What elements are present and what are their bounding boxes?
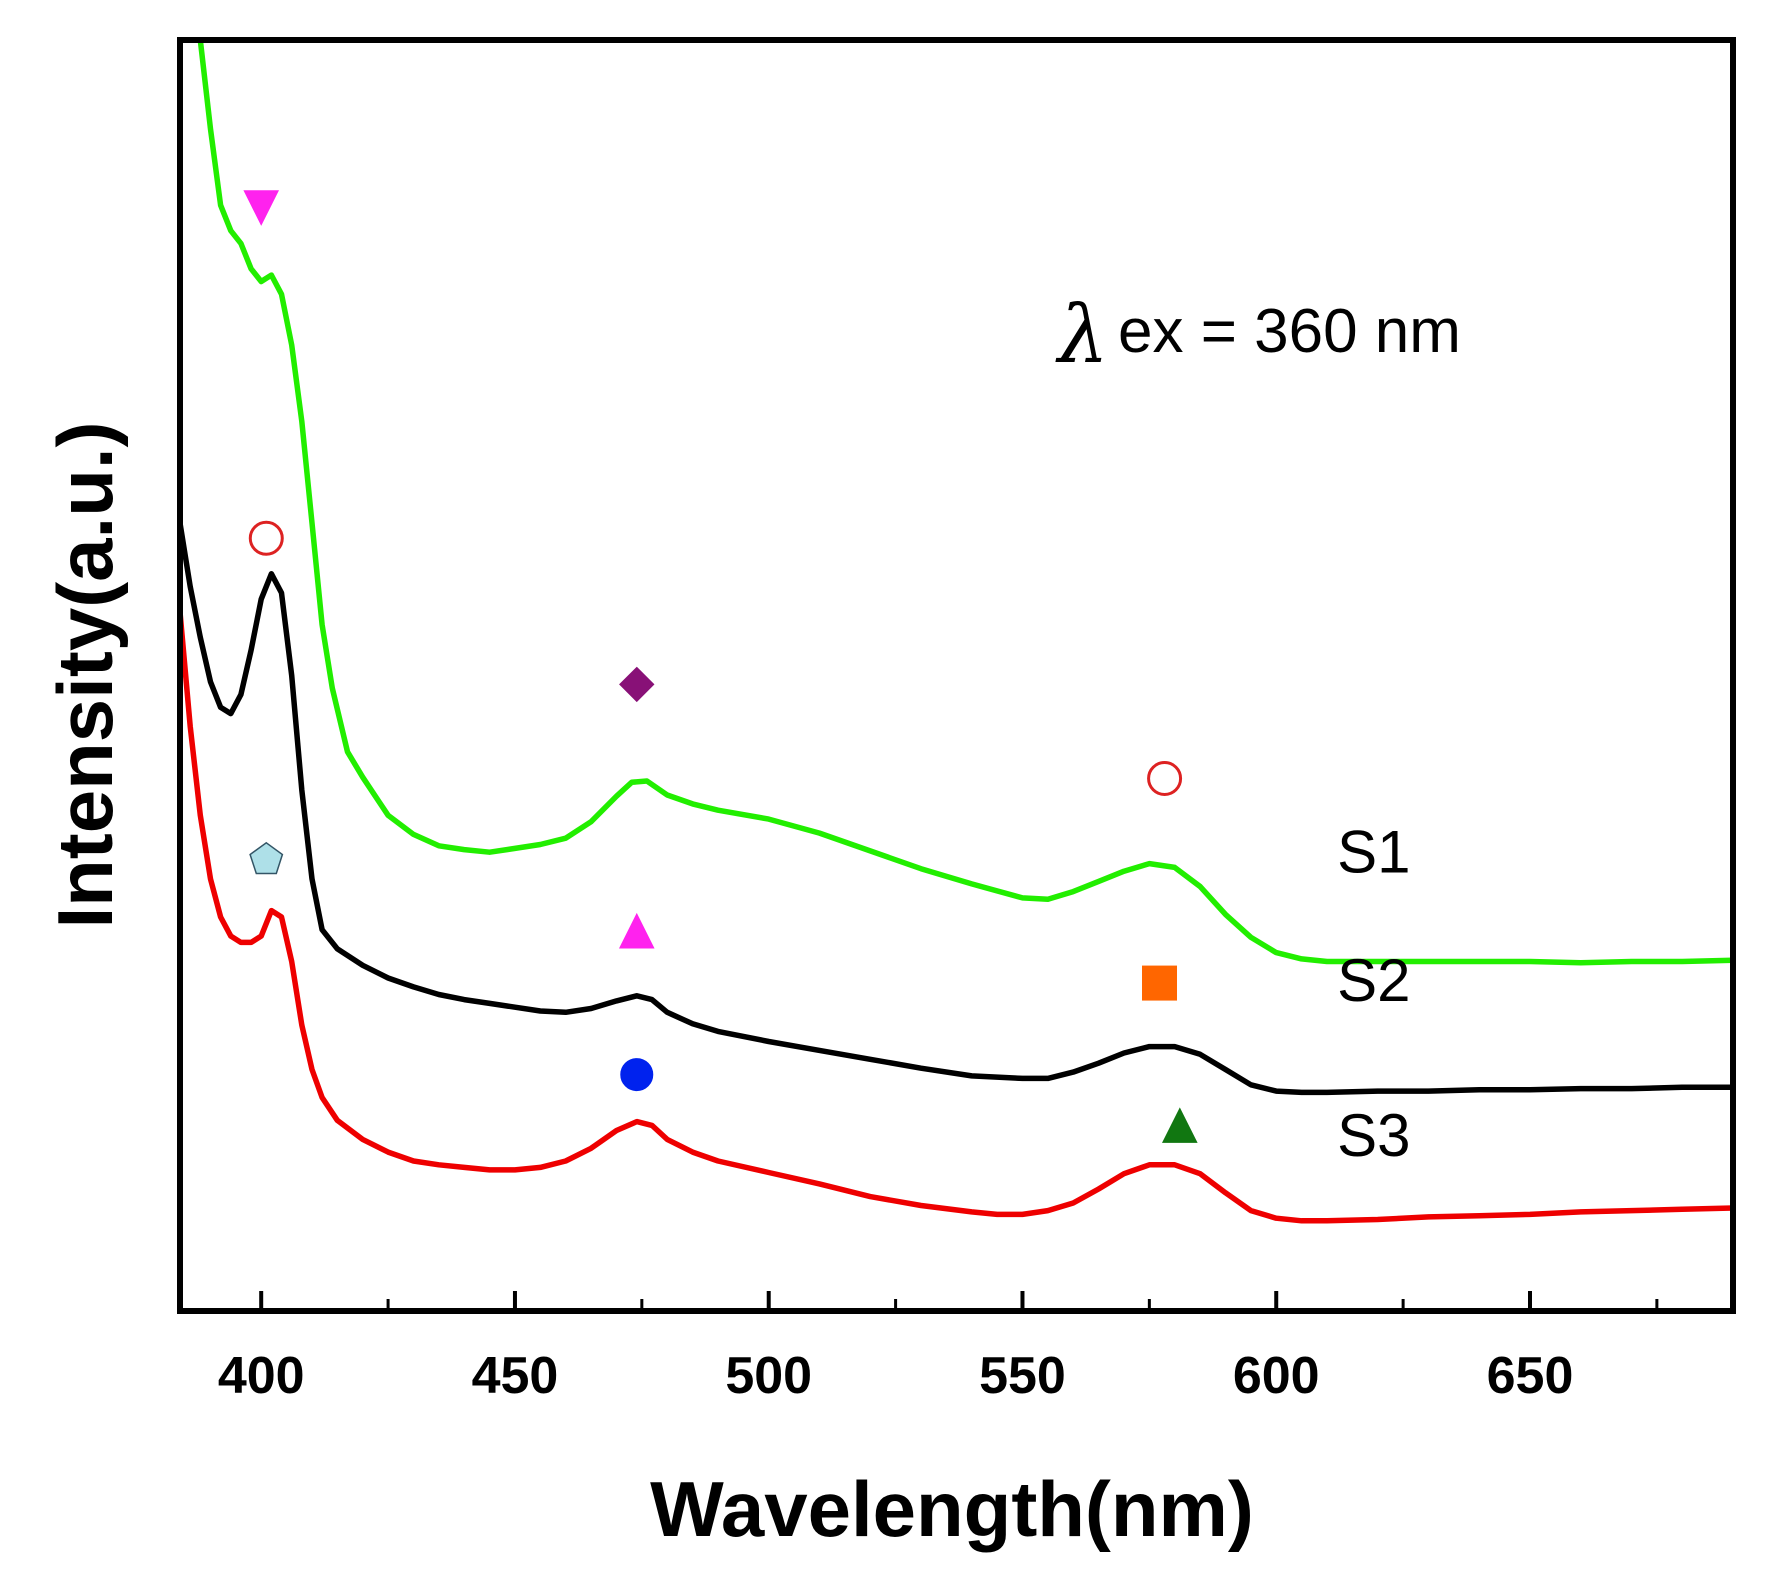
peak-marker-s2-square <box>1142 965 1178 1001</box>
peak-marker-s2-triangle-up <box>618 912 655 949</box>
lambda-symbol: λ <box>1055 288 1109 381</box>
series-label-s2: S2 <box>1337 947 1410 1014</box>
excitation-annotation: λ ex = 360 nm <box>1055 288 1461 381</box>
series-label-s1: S1 <box>1337 819 1410 886</box>
series-line-s3 <box>177 609 1736 1224</box>
x-tick-label-450: 450 <box>472 1347 559 1405</box>
peak-marker-s3-pentagon <box>249 841 284 875</box>
x-tick-label-600: 600 <box>1233 1347 1320 1405</box>
peak-marker-s3-circle <box>620 1058 654 1092</box>
marker-layer <box>243 190 1198 1143</box>
x-axis-title: Wavelength(nm) <box>650 1465 1254 1553</box>
series-layer <box>177 37 1736 1224</box>
x-tick-label-500: 500 <box>725 1347 812 1405</box>
excitation-annotation-text: ex = 360 nm <box>1118 297 1461 366</box>
series-line-s1 <box>197 37 1736 966</box>
series-line-s2 <box>177 520 1736 1096</box>
peak-marker-s1-diamond <box>619 666 655 703</box>
x-tick-label-650: 650 <box>1487 1347 1574 1405</box>
plot-area: 400 450 500 550 600 650 <box>177 37 1736 1405</box>
peak-marker-s1-circle <box>1147 760 1183 796</box>
plot-frame <box>177 37 1736 1314</box>
y-axis-title: Intensity(a.u.) <box>41 421 129 928</box>
x-tick-label-400: 400 <box>218 1347 305 1405</box>
peak-marker-s3-triangle-up <box>1161 1107 1198 1143</box>
peak-marker-s2-circle <box>248 520 284 556</box>
series-label-s3: S3 <box>1337 1102 1410 1169</box>
tick-layer: 400 450 500 550 600 650 <box>218 1291 1659 1405</box>
peak-marker-s1-triangle-down <box>243 190 280 226</box>
x-tick-label-550: 550 <box>979 1347 1066 1405</box>
